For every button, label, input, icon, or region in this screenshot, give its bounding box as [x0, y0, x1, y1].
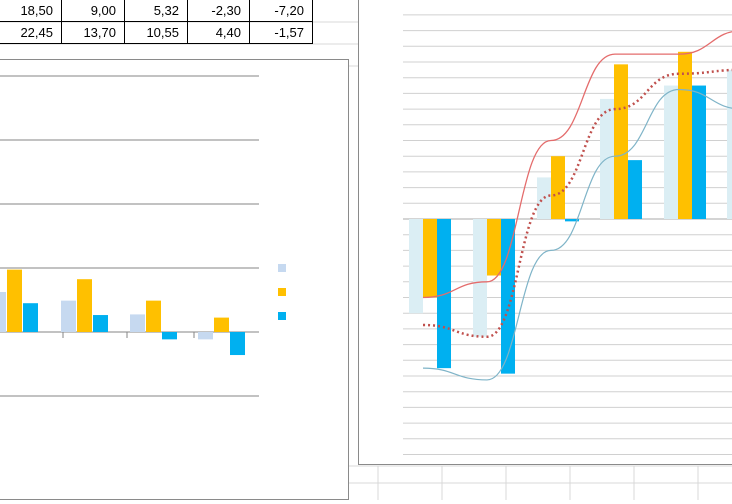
table-cell[interactable]: -7,20: [250, 0, 313, 22]
bar-lisopad: [146, 300, 161, 332]
bar-únor: [501, 219, 515, 374]
bar-březen: [537, 177, 551, 219]
bar-září: [23, 303, 38, 332]
table-cell[interactable]: -2,30: [188, 0, 250, 22]
bar-říjen: [93, 315, 108, 332]
table-cell[interactable]: 4,40: [188, 22, 250, 44]
table-cell[interactable]: 5,32: [125, 0, 188, 22]
table-cell[interactable]: 18,50: [0, 0, 62, 22]
legend-swatch: [278, 264, 286, 272]
bar-březen: [565, 219, 579, 222]
bar-lisopad: [162, 332, 177, 340]
table-cell[interactable]: 10,55: [125, 22, 188, 44]
bar-leden: [437, 219, 451, 369]
chart-left-plot: [0, 75, 286, 397]
bar-únor: [487, 219, 501, 276]
bar-únor: [473, 219, 487, 337]
table-cell[interactable]: 13,70: [62, 22, 125, 44]
chart-right-plot: [403, 14, 732, 455]
bar-květen: [678, 51, 692, 219]
table-cell[interactable]: -1,57: [250, 22, 313, 44]
bar-září: [7, 269, 22, 332]
bar-prosinec: [230, 332, 245, 356]
bar-duben: [628, 160, 642, 219]
bar-březen: [551, 156, 565, 219]
bar-leden: [423, 219, 437, 298]
trend-line-solid: [422, 31, 732, 299]
legend-swatch: [278, 288, 286, 296]
bar-duben: [614, 64, 628, 219]
bar-prosinec: [198, 332, 213, 340]
table-cell[interactable]: 9,00: [62, 0, 125, 22]
bar-lisopad: [130, 314, 145, 332]
bar-říjen: [61, 300, 76, 332]
bar-květen: [664, 85, 678, 219]
bar-leden: [409, 219, 423, 314]
trend-line-solid: [422, 88, 732, 381]
bar-prosinec: [214, 317, 229, 332]
chart-left[interactable]: [0, 59, 349, 500]
trend-line-dotted: [422, 68, 732, 339]
legend-swatch: [278, 312, 286, 320]
bar-září: [0, 292, 6, 332]
bar-říjen: [77, 279, 92, 332]
data-table: 18,50 9,00 5,32 -2,30 -7,20 22,45 13,70 …: [0, 0, 350, 44]
bar-cat: [727, 69, 732, 219]
bar-květen: [692, 85, 706, 219]
chart-right[interactable]: [358, 0, 732, 465]
table-cell[interactable]: 22,45: [0, 22, 62, 44]
